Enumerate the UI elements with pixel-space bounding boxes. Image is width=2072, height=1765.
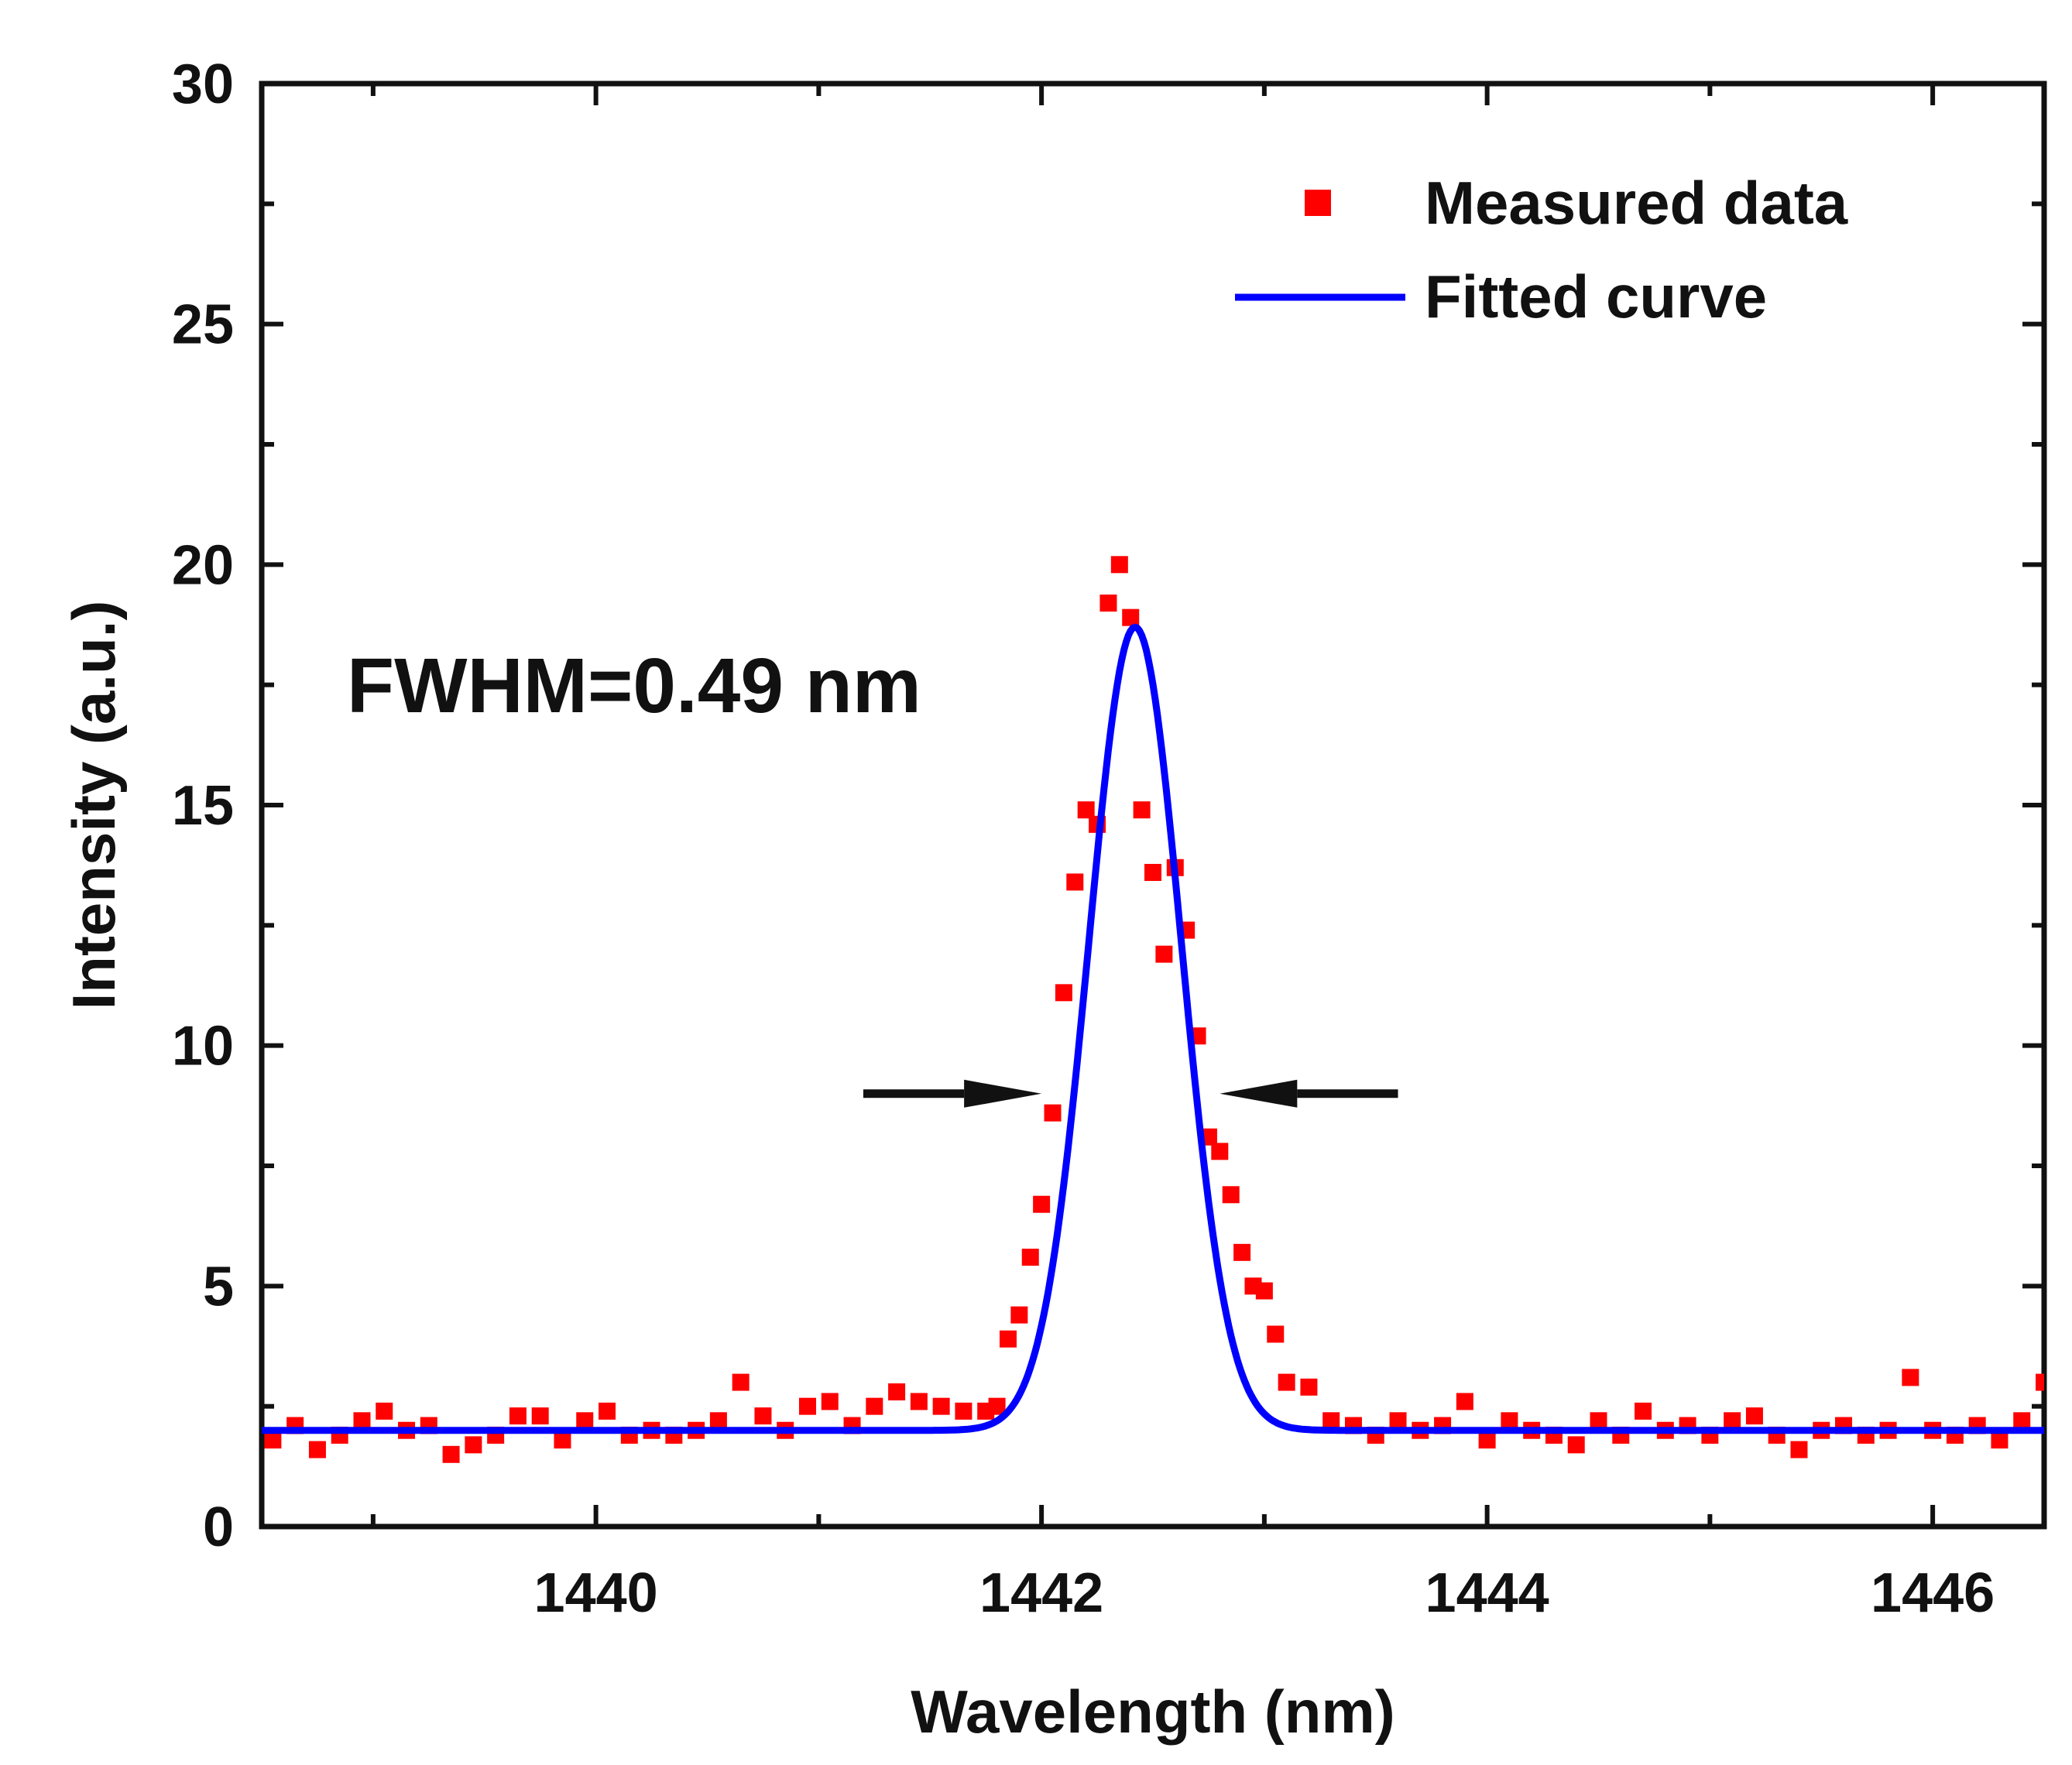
data-point bbox=[2036, 1373, 2044, 1391]
data-point bbox=[932, 1397, 950, 1415]
data-point bbox=[509, 1407, 527, 1425]
data-point bbox=[531, 1407, 549, 1425]
data-point bbox=[1144, 863, 1161, 881]
fwhm-arrows bbox=[863, 1079, 1398, 1108]
data-point bbox=[1501, 1412, 1518, 1430]
legend: Measured data Fitted curve bbox=[1235, 169, 1848, 331]
fwhm-arrow-right-head bbox=[1220, 1079, 1298, 1108]
data-point bbox=[1300, 1378, 1318, 1396]
data-point bbox=[576, 1412, 594, 1430]
data-point bbox=[353, 1412, 371, 1430]
data-point bbox=[599, 1402, 616, 1420]
data-point bbox=[1902, 1369, 1919, 1386]
data-point bbox=[1724, 1412, 1741, 1430]
data-point bbox=[2013, 1412, 2031, 1430]
data-point bbox=[866, 1397, 883, 1415]
data-point bbox=[308, 1441, 326, 1458]
x-tick-label: 1444 bbox=[1425, 1562, 1549, 1624]
y-tick-label: 30 bbox=[172, 53, 234, 115]
y-tick-label: 25 bbox=[172, 294, 234, 356]
y-tick-label: 0 bbox=[203, 1496, 234, 1558]
data-point bbox=[1790, 1441, 1808, 1458]
data-point bbox=[910, 1393, 928, 1410]
data-point bbox=[1222, 1186, 1240, 1204]
data-point bbox=[1021, 1249, 1039, 1266]
data-point bbox=[1033, 1195, 1051, 1213]
data-point bbox=[1991, 1431, 2009, 1449]
data-point bbox=[554, 1431, 571, 1449]
x-tick-labels: 1440 1442 1444 1446 bbox=[534, 1562, 1995, 1624]
y-axis-title: Intensity (a.u.) bbox=[60, 601, 128, 1010]
data-point bbox=[1456, 1393, 1473, 1410]
data-point bbox=[1567, 1436, 1585, 1454]
data-point bbox=[465, 1436, 482, 1454]
data-point bbox=[264, 1431, 282, 1449]
y-tick-label: 20 bbox=[172, 534, 234, 596]
x-tick-label: 1442 bbox=[979, 1562, 1103, 1624]
data-point bbox=[888, 1383, 906, 1401]
data-point bbox=[1478, 1431, 1496, 1449]
data-point bbox=[1122, 608, 1140, 626]
data-point bbox=[754, 1407, 772, 1425]
data-point bbox=[955, 1402, 973, 1420]
data-point bbox=[1055, 984, 1072, 1002]
data-point bbox=[376, 1402, 393, 1420]
y-tick-labels: 0 5 10 15 20 25 30 bbox=[172, 53, 234, 1558]
data-point bbox=[1590, 1412, 1607, 1430]
data-point bbox=[999, 1330, 1017, 1348]
data-point bbox=[1267, 1325, 1285, 1343]
data-point bbox=[1044, 1104, 1062, 1122]
data-point bbox=[821, 1393, 839, 1410]
fwhm-annotation: FWHM=0.49 nm bbox=[347, 643, 921, 729]
data-point bbox=[1211, 1143, 1229, 1160]
y-tick-label: 5 bbox=[203, 1256, 234, 1318]
data-point bbox=[709, 1412, 727, 1430]
x-tick-label: 1446 bbox=[1871, 1562, 1995, 1624]
data-point bbox=[1745, 1407, 1763, 1425]
data-point bbox=[1255, 1282, 1273, 1300]
data-point bbox=[1110, 556, 1128, 574]
data-point bbox=[1077, 801, 1095, 819]
data-point bbox=[798, 1397, 816, 1415]
data-point bbox=[1233, 1243, 1251, 1261]
x-tick-label: 1440 bbox=[534, 1562, 658, 1624]
data-point bbox=[1389, 1412, 1407, 1430]
data-point bbox=[732, 1373, 750, 1391]
legend-marker-measured bbox=[1305, 190, 1331, 216]
fitted-curve-line bbox=[262, 623, 2044, 1434]
data-point bbox=[1066, 873, 1084, 891]
x-axis-title: Wavelength (nm) bbox=[911, 1678, 1394, 1746]
plot-frame bbox=[259, 81, 2047, 1530]
fwhm-arrow-left-head bbox=[964, 1079, 1042, 1108]
y-tick-label: 10 bbox=[172, 1016, 234, 1078]
data-point bbox=[1635, 1402, 1652, 1420]
axis-ticks bbox=[262, 81, 2044, 1529]
data-point bbox=[988, 1397, 1006, 1415]
data-point bbox=[1133, 801, 1151, 819]
data-point bbox=[1099, 595, 1117, 612]
data-point bbox=[442, 1445, 460, 1463]
data-point bbox=[1278, 1373, 1295, 1391]
y-tick-label: 15 bbox=[172, 775, 234, 837]
data-point bbox=[1322, 1412, 1340, 1430]
legend-label-measured: Measured data bbox=[1425, 169, 1848, 237]
data-point bbox=[1155, 945, 1173, 963]
legend-label-fitted: Fitted curve bbox=[1425, 262, 1767, 331]
data-point bbox=[1010, 1306, 1028, 1324]
